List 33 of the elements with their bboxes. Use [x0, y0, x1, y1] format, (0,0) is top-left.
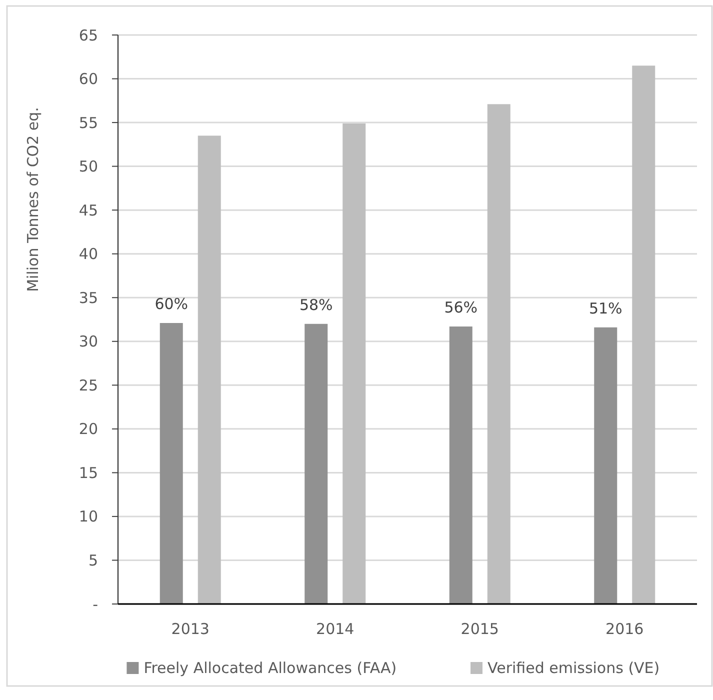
y-tick-label: 5: [88, 551, 98, 570]
y-tick-label: 30: [78, 332, 98, 351]
bar: [342, 123, 366, 604]
y-tick-label: 50: [78, 158, 98, 176]
y-tick-label: 65: [78, 26, 98, 44]
bar: [487, 104, 510, 604]
y-tick-label: 35: [78, 288, 98, 307]
bar: [632, 66, 656, 604]
bar: [449, 326, 472, 604]
y-tick-label: 15: [78, 464, 98, 482]
legend-label: Freely Allocated Allowances (FAA): [144, 659, 397, 677]
annotation: 58%: [299, 296, 333, 314]
bar: [198, 136, 221, 604]
y-tick-label: 10: [78, 508, 98, 526]
y-tick-label: 55: [78, 114, 98, 132]
x-tick-label: 2014: [316, 620, 354, 638]
annotation: 60%: [154, 295, 188, 313]
y-tick-label: 40: [78, 245, 98, 264]
x-tick-label: 2016: [606, 620, 644, 638]
y-tick-label: 60: [78, 70, 98, 88]
bar: [160, 323, 183, 604]
y-tick-label: 25: [78, 376, 98, 394]
x-tick-label: 2013: [171, 620, 210, 638]
y-tick-label: -: [92, 595, 98, 614]
y-tick-label: 20: [78, 420, 98, 438]
bar: [304, 324, 328, 604]
y-tick-label: 45: [78, 201, 98, 220]
annotation: 56%: [444, 298, 478, 317]
x-tick-label: 2015: [460, 620, 499, 638]
annotation: 51%: [588, 299, 622, 318]
legend-label: Verified emissions (VE): [488, 659, 660, 677]
y-axis-title: Milion Tonnes of CO2 eq.: [24, 107, 42, 292]
bar: [594, 327, 618, 604]
